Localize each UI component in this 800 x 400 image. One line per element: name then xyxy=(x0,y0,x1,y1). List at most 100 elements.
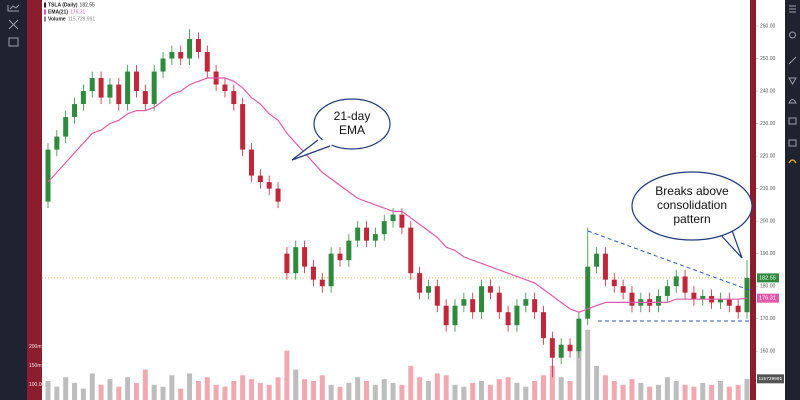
volume-bar xyxy=(602,375,608,400)
candle-body xyxy=(691,292,697,300)
candle-body xyxy=(443,305,449,326)
volume-bar xyxy=(151,384,157,400)
volume-bar xyxy=(240,375,246,400)
candle-body xyxy=(399,214,405,228)
volume-bar xyxy=(89,373,95,400)
candle-body xyxy=(372,234,378,241)
candle-body xyxy=(302,247,308,267)
volume-bar xyxy=(425,381,431,400)
candles xyxy=(42,29,750,378)
candle-body xyxy=(187,39,193,59)
annotation-line: pattern xyxy=(673,212,710,226)
price-axis: 260.00 250.00 240.00 230.00 220.00 210.00 200.… xyxy=(756,23,776,355)
volume-bar xyxy=(717,381,723,400)
legend-swatch xyxy=(44,2,46,8)
candle-body xyxy=(470,299,476,313)
candle-body xyxy=(576,318,582,352)
volume-bar xyxy=(169,375,175,400)
candle-body xyxy=(390,214,396,222)
candle-body xyxy=(479,286,485,313)
volume-bar xyxy=(700,382,706,400)
icon-calendar[interactable] xyxy=(788,139,797,147)
volume-bar xyxy=(673,381,679,400)
candle-body xyxy=(98,78,104,98)
volume-bar xyxy=(222,386,228,400)
volume-tick-label: 100.0m xyxy=(29,382,46,388)
volume-bar xyxy=(45,381,51,400)
volume-tag: 115729991 xyxy=(759,376,783,382)
legend-value: 182.55 xyxy=(80,2,96,8)
candle-body xyxy=(63,117,69,137)
y-tick-label: 240.00 xyxy=(760,88,776,94)
y-tick-label: 170.00 xyxy=(760,316,776,322)
left-toolbar xyxy=(0,0,27,400)
legend-label: Volume xyxy=(48,16,66,22)
candle-body xyxy=(487,286,493,293)
volume-bar xyxy=(434,373,440,400)
icon-menu[interactable] xyxy=(789,5,796,13)
candle-body xyxy=(89,78,95,92)
volume-bar xyxy=(284,350,290,400)
candle-body xyxy=(284,253,290,274)
volume-bar xyxy=(682,384,688,400)
volume-bar xyxy=(735,384,741,400)
candle-body xyxy=(80,91,86,105)
y-tick-label: 220.00 xyxy=(760,153,776,159)
left-band xyxy=(27,0,42,400)
candle-body xyxy=(735,305,741,313)
annotation-line: 21-day xyxy=(334,109,371,123)
icon-cloud[interactable] xyxy=(788,99,797,104)
icon-trophy[interactable] xyxy=(788,77,797,85)
volume-bar xyxy=(461,386,467,400)
volume-bar xyxy=(372,384,378,400)
icon-layout[interactable] xyxy=(8,37,19,47)
icon-gauge[interactable] xyxy=(788,159,797,164)
right-toolbar xyxy=(785,0,800,400)
candle-body xyxy=(726,299,732,306)
volume-bar xyxy=(638,382,644,400)
legend-swatch xyxy=(44,16,46,22)
icon-news[interactable] xyxy=(788,117,797,125)
volume-bar xyxy=(408,365,414,400)
candle-body xyxy=(744,277,750,313)
volume-bar xyxy=(390,382,396,400)
icon-tools[interactable] xyxy=(8,19,19,30)
volume-bar xyxy=(505,377,511,400)
candle-body xyxy=(523,299,529,306)
volume-bar xyxy=(594,365,600,400)
volume-tick-label: 150m xyxy=(29,363,42,369)
icon-alert[interactable] xyxy=(789,31,796,39)
volume-bar xyxy=(355,377,361,400)
candle-body xyxy=(266,182,272,189)
candle-body xyxy=(425,286,431,293)
volume-bar xyxy=(249,379,255,400)
candle-body xyxy=(231,91,237,105)
candle-body xyxy=(125,71,131,105)
volume-bar xyxy=(364,381,370,400)
candle-body xyxy=(417,273,423,293)
candle-body xyxy=(328,253,334,287)
volume-bar xyxy=(576,346,582,400)
y-tick-label: 200.00 xyxy=(760,218,776,224)
candle-body xyxy=(275,188,281,202)
candle-body xyxy=(585,266,591,319)
candle-body xyxy=(700,295,706,300)
volume-bar xyxy=(319,375,325,400)
volume-bar xyxy=(346,382,352,400)
volume-bar xyxy=(293,369,299,400)
candle-body xyxy=(133,71,139,92)
icon-chart[interactable] xyxy=(7,4,20,12)
volume-tick-label: 200m xyxy=(29,344,42,350)
volume-bar xyxy=(629,379,635,400)
volume-bar xyxy=(133,382,139,400)
icon-rocket[interactable] xyxy=(788,56,797,65)
candle-body xyxy=(116,84,122,105)
callout-tail xyxy=(291,139,331,161)
candle-body xyxy=(611,279,617,287)
volume-bar xyxy=(664,377,670,400)
legend: TSLA (Daily) 182.55 EMA(21) 176.31 Volume 115… xyxy=(44,2,95,22)
candle-body xyxy=(195,39,201,53)
volume-bar xyxy=(98,384,104,400)
candle-body xyxy=(204,52,210,72)
volume-bar xyxy=(195,381,201,400)
